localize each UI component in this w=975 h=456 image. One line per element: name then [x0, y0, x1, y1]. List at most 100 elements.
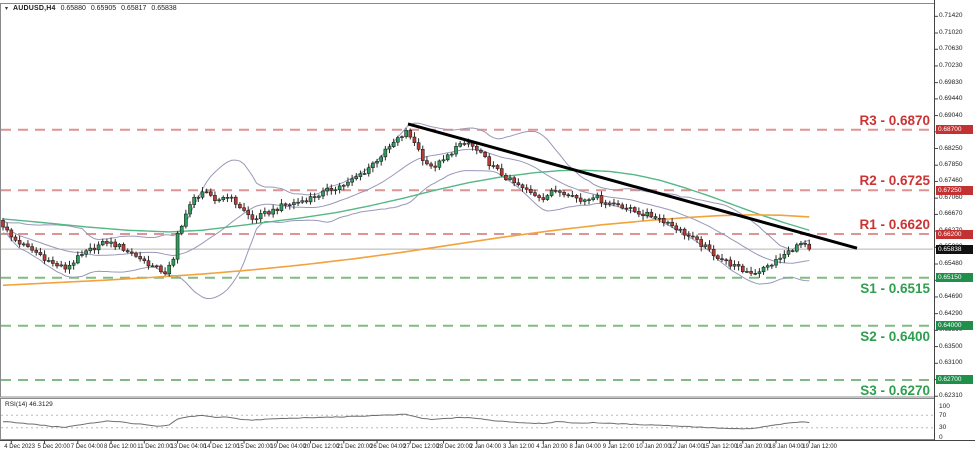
candle-body — [778, 257, 782, 260]
time-axis-label: 19 Jan 12:00 — [802, 444, 837, 450]
candle-body — [379, 156, 383, 162]
candle-body — [416, 142, 421, 150]
candle-body — [263, 211, 267, 214]
candle-body — [76, 255, 80, 264]
time-axis-label: 10 Jan 20:00 — [636, 444, 671, 450]
candle-body — [196, 196, 201, 199]
bollinger-upper-band — [2, 122, 810, 250]
candle-body — [242, 207, 246, 211]
time-axis-label: 5 Dec 20:00 — [37, 444, 70, 450]
price-axis-label: 0.70230 — [939, 61, 963, 69]
candle-body — [138, 256, 142, 260]
candle-body — [254, 218, 259, 221]
ohlc-low: 0.65817 — [121, 5, 147, 12]
candle-body — [620, 204, 625, 209]
price-axis-label: 0.71420 — [939, 12, 963, 20]
candle-body — [275, 208, 280, 211]
candle-body — [728, 259, 733, 267]
price-axis-label: 0.66670 — [939, 210, 963, 218]
price-axis-label: 0.71020 — [939, 29, 963, 36]
price-axis-label: 0.67460 — [939, 177, 963, 185]
candle-body — [740, 265, 745, 272]
candle-body — [312, 196, 317, 198]
candle-body — [246, 210, 251, 216]
sr-level-label-S3: S3 - 0.6270 — [860, 382, 930, 398]
candle-body — [695, 236, 699, 240]
candle-body — [474, 145, 479, 151]
price-axis-flag-S2: 0.64000 — [936, 321, 973, 331]
candle-body — [512, 177, 516, 184]
rsi-plot-border[interactable] — [0, 398, 935, 440]
price-axis-flag-S3: 0.62700 — [936, 375, 973, 385]
candle-body — [479, 149, 483, 153]
candle-body — [134, 252, 138, 257]
candle-body — [200, 191, 205, 198]
candle-body — [595, 195, 600, 199]
candle-body — [304, 200, 309, 203]
price-axis-label: 0.64690 — [939, 292, 963, 300]
time-axis-label: 27 Dec 12:00 — [403, 444, 439, 450]
candle-body — [529, 189, 533, 193]
candle-body — [375, 161, 379, 164]
candle-body — [408, 130, 413, 138]
candle-body — [283, 203, 288, 206]
candle-body — [786, 250, 791, 255]
candle-body — [616, 203, 620, 206]
candle-body — [491, 165, 496, 167]
candle-body — [757, 271, 762, 274]
time-axis-label: 8 Jan 04:00 — [569, 444, 601, 450]
candle-body — [678, 228, 683, 231]
candle-body — [420, 148, 425, 161]
candle-body — [92, 247, 97, 251]
candle-body — [5, 226, 9, 231]
ohlc-high: 0.65905 — [90, 5, 117, 12]
candle-body — [441, 159, 446, 162]
time-axis-label: 18 Jan 04:00 — [769, 444, 804, 450]
candle-body — [113, 241, 118, 248]
candle-body — [404, 130, 408, 137]
candle-body — [142, 258, 147, 262]
candle-body — [553, 190, 558, 192]
candle-body — [707, 244, 712, 250]
candle-body — [508, 177, 512, 180]
time-axis-label: 7 Dec 04:00 — [70, 444, 104, 450]
candle-body — [30, 246, 34, 251]
time-axis-label: 19 Dec 04:00 — [270, 444, 306, 450]
candle-body — [562, 192, 566, 196]
candle-body — [666, 221, 670, 224]
candle-body — [96, 244, 101, 251]
candle-body — [583, 199, 587, 202]
candle-body — [558, 190, 562, 193]
candle-body — [233, 196, 238, 205]
price-axis-label: 0.67060 — [939, 194, 963, 202]
candle-body — [354, 176, 359, 180]
candle-body — [271, 208, 275, 215]
descending-trendline[interactable] — [407, 122, 858, 250]
candle-body — [745, 271, 749, 273]
candle-body — [516, 182, 521, 186]
price-axis-label: 0.69830 — [939, 78, 963, 86]
candle-body — [350, 178, 354, 183]
candle-body — [358, 173, 363, 177]
time-axis-label: 28 Dec 20:00 — [436, 444, 473, 450]
candle-body — [308, 196, 313, 203]
candle-body — [55, 263, 59, 267]
candle-body — [794, 244, 799, 252]
candle-body — [524, 187, 529, 190]
price-axis-flag-S1: 0.65150 — [936, 273, 973, 283]
candle-body — [13, 236, 18, 241]
price-axis-label: 0.68250 — [939, 144, 963, 152]
candle-body — [125, 250, 130, 253]
time-axis-label: 13 Dec 04:00 — [170, 444, 207, 450]
price-axis-flag-R3: 0.68700 — [936, 125, 973, 135]
candle-body — [803, 243, 807, 245]
candle-body — [466, 142, 471, 145]
candle-body — [445, 154, 450, 161]
candle-body — [545, 195, 550, 200]
price-axis-label: 0.69040 — [939, 111, 963, 119]
rsi-indicator-label: RSI(14) 46.3129 — [5, 401, 53, 408]
candle-body — [188, 204, 192, 215]
candle-body — [171, 258, 176, 266]
price-axis-label: 0.63100 — [939, 359, 963, 367]
